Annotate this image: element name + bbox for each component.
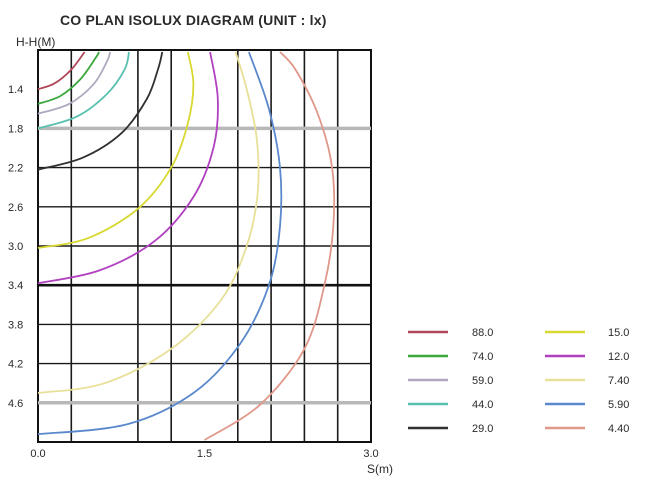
isolux-curve-12.0: [37, 51, 219, 285]
legend-label: 15.0: [608, 327, 629, 339]
y-axis-label: H-H(M): [16, 35, 55, 49]
isolux-curve-44.0: [37, 51, 130, 130]
isolux-curves: [37, 51, 336, 441]
y-tick-label: 4.2: [8, 359, 23, 371]
x-tick-label: 1.5: [197, 448, 212, 460]
x-tick-labels: 0.0 1.5 3.0: [30, 448, 378, 460]
y-tick-label: 3.4: [8, 280, 23, 292]
chart-title: CO PLAN ISOLUX DIAGRAM (UNIT : lx): [60, 12, 327, 28]
legend-label: 5.90: [608, 399, 629, 411]
y-tick-label: 4.6: [8, 398, 23, 410]
isolux-curve-29.0: [37, 51, 164, 171]
x-tick-label: 3.0: [363, 448, 378, 460]
legend: 88.0 74.0 59.0 44.0 29.0 15.0 12.0 7.40 5.90 4.40: [408, 327, 629, 435]
legend-label: 59.0: [472, 375, 493, 387]
legend-label: 7.40: [608, 375, 629, 387]
isolux-curve-5.90: [37, 51, 283, 436]
isolux-curve-15.0: [37, 51, 195, 249]
y-tick-label: 2.2: [8, 163, 23, 175]
legend-label: 44.0: [472, 399, 493, 411]
y-tick-label: 3.0: [8, 241, 23, 253]
x-tick-label: 0.0: [30, 448, 45, 460]
y-tick-label: 3.8: [8, 319, 23, 331]
legend-label: 12.0: [608, 351, 629, 363]
isolux-curve-88.0: [37, 51, 86, 91]
y-tick-label: 2.6: [8, 202, 23, 214]
isolux-curve-74.0: [37, 51, 100, 105]
isolux-curve-59.0: [37, 51, 112, 115]
legend-label: 74.0: [472, 351, 493, 363]
y-tick-label: 1.4: [8, 84, 23, 96]
legend-label: 29.0: [472, 423, 493, 435]
x-axis-label: S(m): [367, 462, 393, 476]
legend-label: 88.0: [472, 327, 493, 339]
legend-label: 4.40: [608, 423, 629, 435]
isolux-curve-7.40: [37, 51, 260, 394]
y-tick-label: 1.8: [8, 123, 23, 135]
isolux-curve-4.40: [204, 51, 336, 441]
y-tick-labels: 1.4 1.8 2.2 2.6 3.0 3.4 3.8 4.2 4.6: [8, 84, 23, 410]
